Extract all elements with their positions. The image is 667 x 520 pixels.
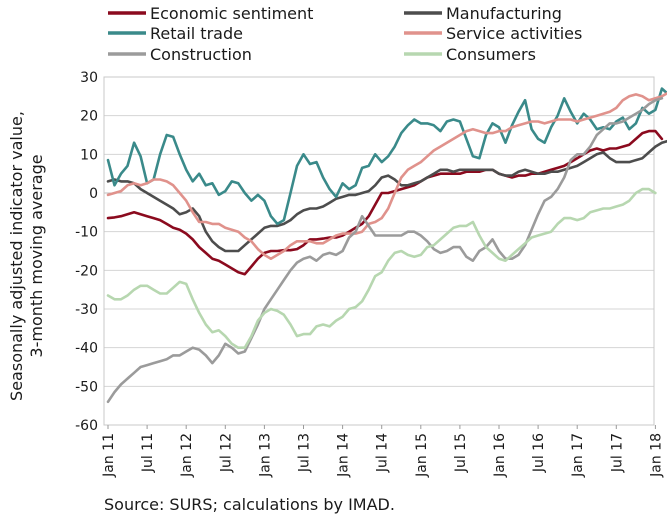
series-line-economic-sentiment (106, 129, 664, 276)
x-tick-label: Jul 12 (218, 433, 234, 473)
y-tick-label: 20 (80, 109, 98, 125)
y-tick-label: 30 (80, 70, 98, 86)
y-axis-title-line-1: Seasonally adjusted indicator value, (7, 111, 26, 401)
y-axis-title-line-2: 3-month moving average (27, 154, 46, 357)
y-tick-label: 0 (89, 186, 98, 202)
y-tick-label: 10 (80, 147, 98, 163)
y-tick-label: -30 (75, 302, 98, 318)
x-tick-labels: Jan 11 Jul 11 Jan 12 Jul 12 Jan 13 Jul 13 Jan … (101, 425, 664, 478)
legend-label-retail-trade: Retail trade (150, 24, 243, 43)
legend: Economic sentiment Manufacturing Retail tr… (108, 4, 582, 64)
series-line-service-activities (106, 91, 667, 261)
source-note: Source: SURS; calculations by IMAD. (104, 495, 395, 514)
y-tick-label: -10 (75, 225, 98, 241)
series-line-consumers (106, 187, 657, 350)
y-tick-label: -60 (75, 418, 98, 434)
series-line-manufacturing (106, 139, 667, 253)
gridlines (104, 76, 654, 426)
x-tick-label: Jul 11 (140, 433, 156, 473)
x-tick-label: Jan 11 (101, 433, 117, 478)
series-lines (106, 87, 667, 404)
legend-label-manufacturing: Manufacturing (446, 4, 562, 23)
x-tick-label: Jan 12 (179, 433, 195, 478)
x-tick-label: Jul 17 (609, 433, 625, 473)
x-tick-label: Jan 18 (648, 433, 664, 478)
x-tick-label: Jul 16 (531, 433, 547, 473)
x-tick-label: Jul 15 (453, 433, 469, 473)
series-line-retail-trade (106, 87, 667, 226)
series-line-construction (106, 97, 664, 404)
x-tick-label: Jul 14 (375, 433, 391, 473)
x-tick-label: Jan 14 (336, 433, 352, 478)
x-tick-label: Jan 16 (492, 433, 508, 478)
legend-label-service-activities: Service activities (446, 24, 582, 43)
x-tick-label: Jan 17 (570, 433, 586, 478)
plot-border (103, 76, 655, 426)
y-tick-label: -50 (75, 379, 98, 395)
y-tick-label: -40 (75, 341, 98, 357)
plot-frame (103, 76, 655, 426)
x-tick-label: Jan 13 (257, 433, 273, 478)
legend-label-economic-sentiment: Economic sentiment (150, 4, 313, 23)
legend-label-consumers: Consumers (446, 45, 536, 64)
y-tick-labels: 30 20 10 0 -10 -20 -30 -40 -50 -60 (75, 70, 98, 434)
x-tick-label: Jan 15 (414, 433, 430, 478)
legend-label-construction: Construction (150, 45, 252, 64)
y-tick-label: -20 (75, 263, 98, 279)
x-tick-label: Jul 13 (297, 433, 313, 473)
